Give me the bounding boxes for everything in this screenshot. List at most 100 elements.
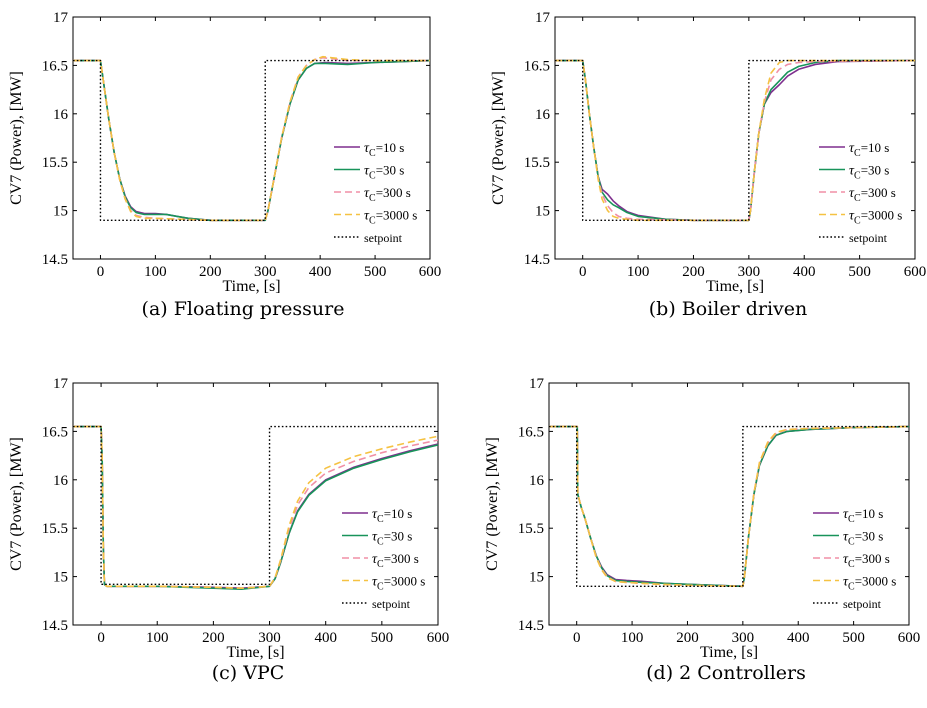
legend-label: setpoint (364, 231, 403, 245)
series-group (73, 425, 438, 590)
y-tick-label: 15.5 (524, 155, 550, 171)
chart-panel-4: 0 100 200 300 400 500 600 14.5 15 15.5 16 16.5 17 Tim… (484, 376, 920, 661)
y-tick-label: 15.5 (518, 521, 544, 537)
plot-area (72, 382, 439, 626)
legend-entry: τC=3000 s (849, 208, 902, 227)
legend-entry: τC=30 s (849, 163, 889, 182)
legend-label: =3000 s (855, 574, 897, 589)
legend-entry: τC=30 s (372, 529, 412, 548)
x-tick-label: 600 (419, 264, 442, 280)
x-tick-label: 600 (898, 630, 921, 646)
legend-tau-subscript: C (848, 537, 855, 548)
y-tick-label: 14.5 (42, 252, 68, 268)
y-tick-label: 16 (53, 107, 69, 123)
y-tick-label: 14.5 (42, 618, 68, 634)
legend-tau-subscript: C (377, 514, 384, 525)
panel-caption: (d) 2 Controllers (646, 662, 806, 684)
legend-tau-subscript: C (854, 148, 861, 159)
legend-label: =300 s (855, 551, 890, 566)
legend-label: =10 s (855, 506, 884, 521)
legend-label: =30 s (855, 529, 884, 544)
x-tick-label: 600 (427, 630, 450, 646)
y-axis-label: CV7 (Power), [MW] (484, 437, 501, 571)
x-tick-label: 100 (144, 264, 167, 280)
series-line-setpoint (549, 425, 909, 587)
legend-entry: τC=10 s (372, 506, 412, 525)
legend-tau-symbol: τ (843, 575, 849, 590)
legend-tau-symbol: τ (843, 507, 849, 522)
x-tick-label: 200 (202, 630, 225, 646)
plot-area (548, 382, 910, 626)
legend-tau-subscript: C (854, 171, 861, 182)
legend-entry: τC=30 s (364, 163, 404, 182)
legend-entry: τC=300 s (372, 551, 419, 570)
legend-label: setpoint (843, 597, 882, 611)
y-tick-label: 16.5 (518, 424, 544, 440)
x-tick-label: 200 (682, 264, 705, 280)
legend-entry: setpoint (849, 231, 888, 245)
legend-label: =30 s (376, 163, 405, 178)
y-tick-label: 15.5 (42, 521, 68, 537)
x-tick-label: 100 (627, 264, 650, 280)
x-tick-label: 0 (579, 264, 587, 280)
legend-label: =30 s (861, 163, 890, 178)
legend-entry: τC=3000 s (843, 574, 896, 593)
legend-label: =3000 s (376, 208, 418, 223)
x-tick-label: 400 (787, 630, 810, 646)
x-tick-label: 300 (254, 264, 277, 280)
x-tick-label: 200 (676, 630, 699, 646)
y-tick-label: 16.5 (42, 58, 68, 74)
y-axis-label: CV7 (Power), [MW] (490, 71, 507, 205)
x-tick-label: 400 (314, 630, 337, 646)
legend-label: setpoint (372, 597, 411, 611)
y-tick-label: 17 (53, 376, 69, 392)
panel-caption: (a) Floating pressure (141, 298, 345, 320)
y-tick-label: 16.5 (524, 58, 550, 74)
legend-tau-subscript: C (848, 582, 855, 593)
legend-entry: τC=300 s (849, 185, 896, 204)
legend-entry: τC=300 s (843, 551, 890, 570)
series-line-tau-3 (549, 425, 909, 588)
x-tick-label: 500 (364, 264, 387, 280)
chart-panel-3: 0 100 200 300 400 500 600 14.5 15 15.5 16 16.5 17 Tim… (8, 376, 449, 661)
series-group (549, 425, 909, 588)
legend-tau-subscript: C (848, 559, 855, 570)
y-tick-label: 17 (535, 10, 551, 26)
legend-tau-subscript: C (854, 193, 861, 204)
y-tick-label: 17 (53, 10, 69, 26)
y-tick-label: 14.5 (518, 618, 544, 634)
legend-tau-symbol: τ (843, 530, 849, 545)
series-line-tau-3 (555, 59, 915, 222)
series-line-setpoint (555, 59, 915, 221)
x-tick-label: 300 (732, 630, 755, 646)
plot-area (72, 16, 431, 260)
legend-tau-symbol: τ (372, 575, 378, 590)
legend-label: =300 s (861, 185, 896, 200)
legend-tau-subscript: C (377, 582, 384, 593)
legend-tau-subscript: C (369, 193, 376, 204)
y-axis-label: CV7 (Power), [MW] (8, 437, 25, 571)
plot-area (554, 16, 916, 260)
legend-tau-subscript: C (369, 148, 376, 159)
x-tick-label: 0 (97, 264, 105, 280)
legend-label: =10 s (384, 506, 413, 521)
legend-label: =3000 s (384, 574, 426, 589)
series-group (73, 55, 430, 222)
chart-panel-1: 0 100 200 300 400 500 600 14.5 15 15.5 16 16.5 17 Tim… (8, 10, 441, 295)
x-tick-label: 0 (573, 630, 581, 646)
x-axis-label: Time, [s] (700, 644, 758, 661)
legend-tau-symbol: τ (372, 507, 378, 522)
legend-label: =30 s (384, 529, 413, 544)
legend-tau-subscript: C (377, 559, 384, 570)
x-tick-label: 0 (97, 630, 105, 646)
series-line-tau-4 (73, 425, 438, 590)
legend-tau-symbol: τ (364, 141, 370, 156)
x-tick-label: 500 (371, 630, 394, 646)
legend-tau-subscript: C (377, 537, 384, 548)
legend-tau-symbol: τ (849, 164, 855, 179)
legend-tau-subscript: C (369, 216, 376, 227)
legend-entry: τC=10 s (849, 140, 889, 159)
legend-tau-symbol: τ (364, 164, 370, 179)
